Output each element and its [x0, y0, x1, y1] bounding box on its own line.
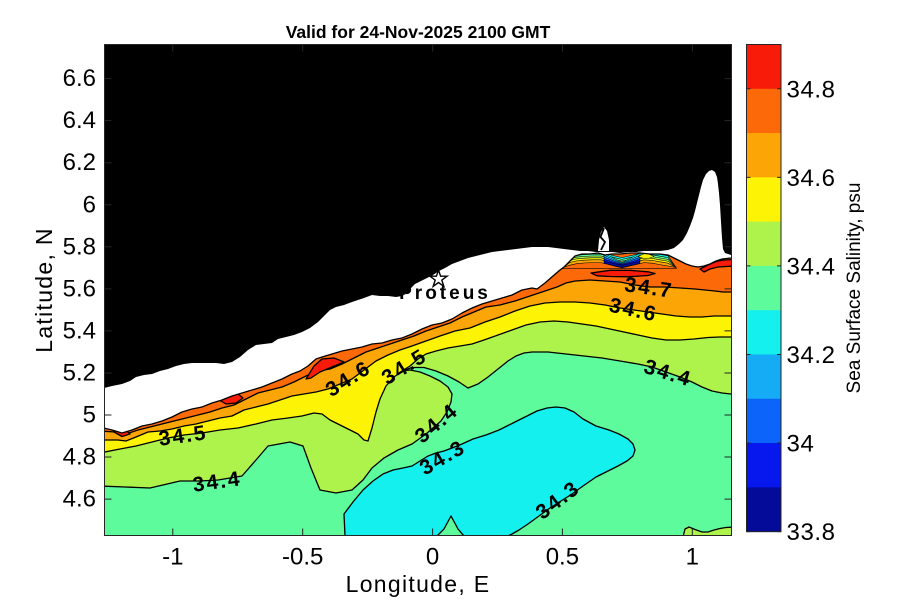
svg-text:5.4: 5.4	[63, 317, 96, 344]
svg-text:1: 1	[686, 544, 699, 571]
svg-text:-0.5: -0.5	[282, 544, 323, 571]
svg-text:5.6: 5.6	[63, 275, 96, 302]
svg-text:Longitude, E: Longitude, E	[346, 571, 491, 597]
svg-text:6.6: 6.6	[63, 65, 96, 92]
svg-text:Proteus: Proteus	[399, 283, 491, 304]
svg-text:5: 5	[83, 402, 96, 429]
svg-text:-1: -1	[162, 544, 183, 571]
svg-text:34.6: 34.6	[787, 165, 836, 192]
svg-text:34.4: 34.4	[787, 253, 836, 280]
svg-text:0.5: 0.5	[546, 544, 579, 571]
svg-text:6.2: 6.2	[63, 149, 96, 176]
svg-text:5.8: 5.8	[63, 233, 96, 260]
svg-text:Valid for 24-Nov-2025 2100 GMT: Valid for 24-Nov-2025 2100 GMT	[286, 22, 551, 42]
svg-text:0: 0	[426, 544, 439, 571]
svg-text:Sea Surface Salinity, psu: Sea Surface Salinity, psu	[844, 183, 865, 394]
svg-text:33.8: 33.8	[787, 519, 836, 546]
svg-text:6.4: 6.4	[63, 107, 96, 134]
svg-text:34.8: 34.8	[787, 76, 836, 103]
svg-text:34.2: 34.2	[787, 342, 836, 369]
svg-text:4.8: 4.8	[63, 444, 96, 471]
svg-text:6: 6	[83, 191, 96, 218]
svg-text:34: 34	[787, 431, 815, 458]
svg-text:Latitude, N: Latitude, N	[31, 227, 57, 353]
svg-text:4.6: 4.6	[63, 486, 96, 513]
svg-text:5.2: 5.2	[63, 359, 96, 386]
